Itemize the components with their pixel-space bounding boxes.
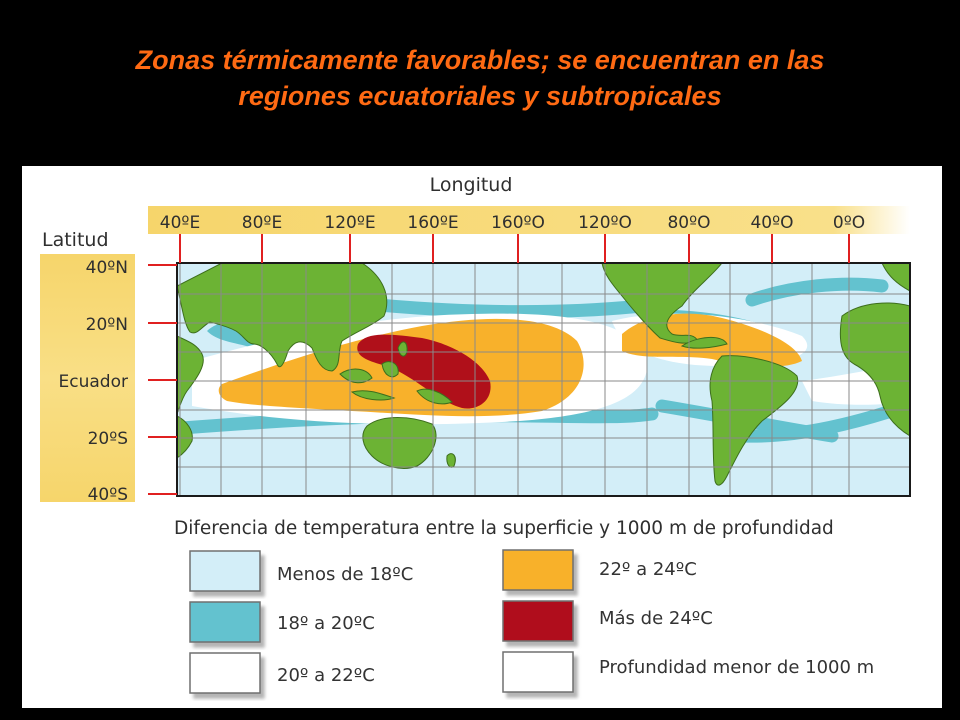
- slide-title: Zonas térmicamente favorables; se encuen…: [0, 42, 960, 114]
- longitude-labels: 40ºE 80ºE 120ºE 160ºE 160ºO 120ºO 80ºO 4…: [160, 213, 865, 233]
- map-grid: [177, 263, 910, 496]
- longitude-band: [148, 206, 910, 234]
- slide-title-line-2: regiones ecuatoriales y subtropicales: [238, 81, 722, 111]
- legend-label-below-18: Menos de 18ºC: [277, 564, 413, 585]
- australia-land: [362, 417, 437, 469]
- lat-label-equator: Ecuador: [59, 372, 128, 392]
- lon-label-0o: 0ºO: [833, 213, 865, 233]
- latitude-labels: 40ºN 20ºN Ecuador 20ºS 40ºS: [59, 258, 128, 505]
- red-zone-above-24: [357, 334, 491, 409]
- map-area: [177, 263, 910, 496]
- legend-label-20-22: 20º a 22ºC: [277, 665, 375, 686]
- lon-label-160e: 160ºE: [407, 213, 458, 233]
- legend-swatch-18-20: [189, 601, 261, 643]
- lon-label-160o: 160ºO: [491, 213, 545, 233]
- legend-item-20-22: 20º a 22ºC: [189, 652, 375, 694]
- ocean-temperature-map: Longitud Latitud 40ºE 80ºE 120ºE 160ºE 1…: [40, 174, 911, 694]
- madagascar-land: [177, 415, 193, 459]
- lon-label-80o: 80ºO: [667, 213, 710, 233]
- legend: Menos de 18ºC 18º a 20ºC 20º a 22ºC 22º …: [189, 549, 874, 694]
- legend-swatch-20-22: [189, 652, 261, 694]
- lon-label-40o: 40ºO: [750, 213, 793, 233]
- lat-label-40s: 40ºS: [88, 485, 128, 505]
- land-masses: [177, 263, 910, 486]
- latitude-axis-title: Latitud: [42, 229, 109, 251]
- lon-label-40e: 40ºE: [160, 213, 200, 233]
- legend-label-18-20: 18º a 20ºC: [277, 613, 375, 634]
- lon-label-80e: 80ºE: [242, 213, 282, 233]
- lat-label-20n: 20ºN: [86, 315, 128, 335]
- lon-label-120e: 120ºE: [324, 213, 375, 233]
- legend-label-22-24: 22º a 24ºC: [599, 559, 697, 580]
- legend-label-above-24: Más de 24ºC: [599, 608, 713, 629]
- legend-label-shallow: Profundidad menor de 1000 m: [599, 657, 874, 678]
- legend-item-above-24: Más de 24ºC: [502, 600, 713, 642]
- longitude-axis-title: Longitud: [430, 174, 513, 196]
- lat-label-20s: 20ºS: [88, 429, 128, 449]
- legend-item-22-24: 22º a 24ºC: [502, 549, 697, 591]
- lat-label-40n: 40ºN: [86, 258, 128, 278]
- lon-label-120o: 120ºO: [578, 213, 632, 233]
- legend-item-below-18: Menos de 18ºC: [189, 550, 413, 592]
- legend-swatch-22-24: [502, 549, 574, 591]
- asia-land: [177, 263, 388, 372]
- south-america-land: [709, 355, 799, 486]
- europe-land: [881, 263, 910, 292]
- slide-title-line-1: Zonas térmicamente favorables; se encuen…: [135, 45, 825, 75]
- legend-item-shallow: Profundidad menor de 1000 m: [502, 651, 874, 693]
- africa-west-land: [839, 302, 910, 437]
- map-caption: Diferencia de temperatura entre la super…: [174, 518, 834, 539]
- map-figure: Longitud Latitud 40ºE 80ºE 120ºE 160ºE 1…: [22, 166, 942, 708]
- axis-ticks: [148, 234, 850, 495]
- legend-swatch-above-24: [502, 600, 574, 642]
- legend-swatch-below-18: [189, 550, 261, 592]
- legend-swatch-shallow: [502, 651, 574, 693]
- latitude-band: [40, 254, 135, 502]
- legend-item-18-20: 18º a 20ºC: [189, 601, 375, 643]
